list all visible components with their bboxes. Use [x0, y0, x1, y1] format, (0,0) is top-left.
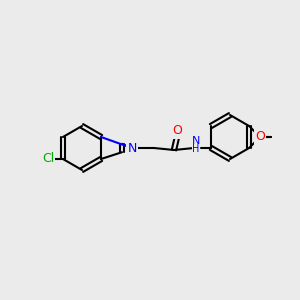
Text: Cl: Cl [42, 152, 54, 166]
Text: N: N [127, 142, 137, 154]
Text: O: O [255, 130, 265, 143]
Text: H: H [192, 144, 200, 154]
Text: O: O [172, 124, 182, 137]
Text: N: N [192, 136, 200, 146]
Text: O: O [255, 130, 265, 143]
